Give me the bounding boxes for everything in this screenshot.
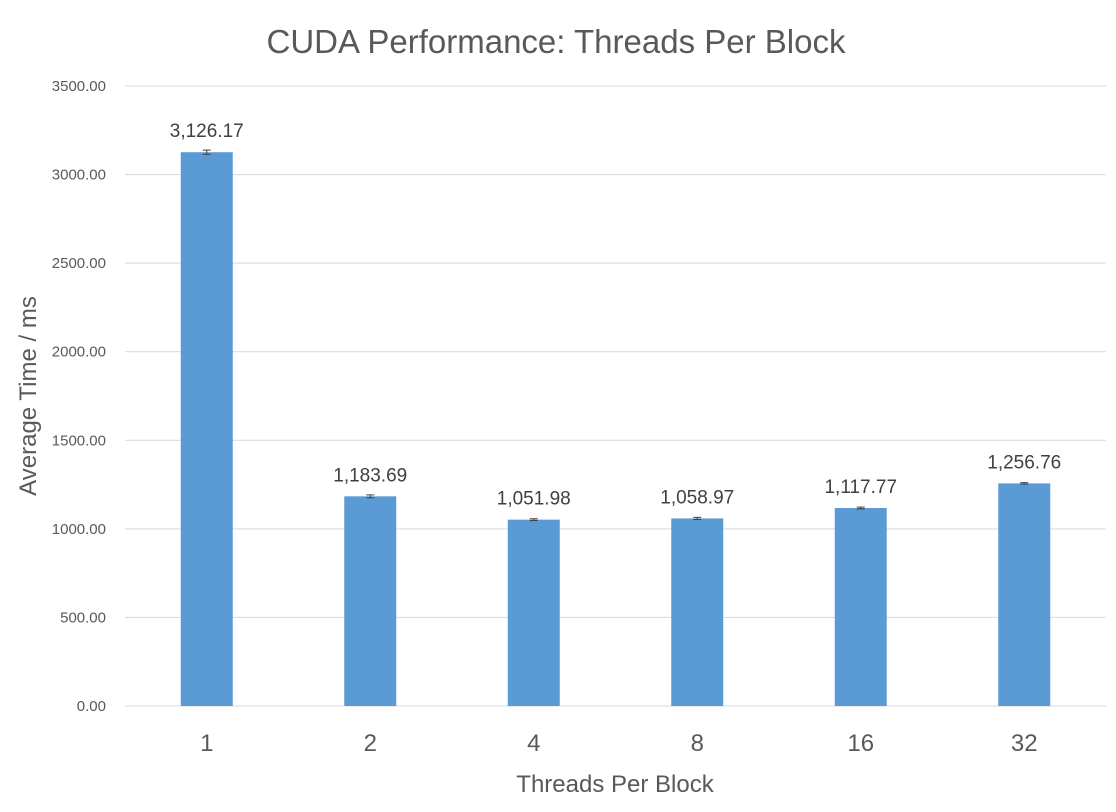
bar — [998, 483, 1051, 706]
x-axis-title: Threads Per Block — [516, 771, 714, 798]
bar — [344, 496, 397, 706]
y-tick-label: 2000.00 — [52, 344, 106, 361]
chart-title: CUDA Performance: Threads Per Block — [267, 23, 846, 60]
y-tick-label: 0.00 — [77, 698, 106, 715]
error-bar — [856, 506, 865, 510]
y-tick-label: 1500.00 — [52, 432, 106, 449]
x-tick-label: 1 — [200, 730, 213, 757]
bars — [180, 152, 1051, 706]
y-tick-label: 3000.00 — [52, 167, 106, 184]
y-axis-ticks: 0.00 500.00 1000.00 1500.00 2000.00 2500.00 30… — [52, 78, 106, 715]
bar — [180, 152, 233, 706]
y-tick-label: 500.00 — [60, 609, 106, 626]
x-tick-label: 32 — [1011, 730, 1038, 757]
x-tick-label: 2 — [364, 730, 377, 757]
gridlines — [125, 85, 1106, 707]
data-label: 1,256.76 — [987, 452, 1061, 473]
data-label: 1,183.69 — [333, 465, 407, 486]
data-label: 1,051.98 — [497, 489, 571, 510]
y-tick-label: 2500.00 — [52, 255, 106, 272]
error-bar — [1020, 482, 1029, 485]
bar — [834, 507, 887, 706]
y-tick-label: 3500.00 — [52, 78, 106, 95]
error-bars — [202, 149, 1029, 522]
x-tick-label: 8 — [691, 730, 704, 757]
x-tick-label: 4 — [527, 730, 540, 757]
bar — [671, 518, 724, 706]
bar — [507, 519, 560, 706]
x-axis-ticks: 1 2 4 8 16 32 — [200, 730, 1038, 757]
error-bar — [693, 516, 702, 520]
x-tick-label: 16 — [847, 730, 874, 757]
data-labels: 3,126.17 1,183.69 1,051.98 1,058.97 1,117.77… — [170, 121, 1061, 509]
error-bar — [529, 518, 538, 522]
error-bar — [366, 494, 375, 499]
y-axis-title: Average Time / ms — [15, 296, 42, 496]
error-bar — [202, 149, 211, 155]
data-label: 3,126.17 — [170, 121, 244, 142]
data-label: 1,117.77 — [824, 477, 897, 498]
data-label: 1,058.97 — [660, 487, 734, 508]
y-tick-label: 1000.00 — [52, 521, 106, 538]
